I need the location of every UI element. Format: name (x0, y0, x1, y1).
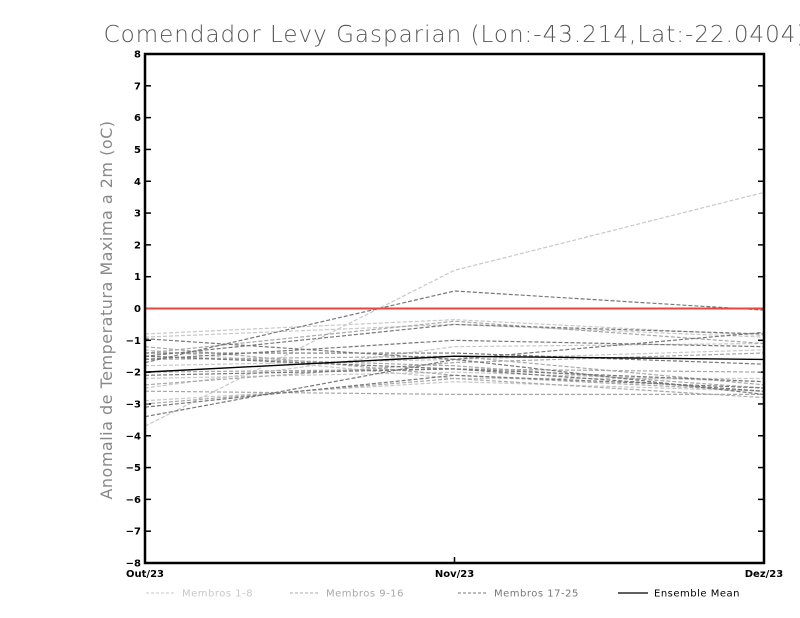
member-line-12 (144, 390, 764, 395)
member-line-14 (144, 352, 765, 386)
plot-frame (143, 52, 766, 565)
member-line-24 (144, 374, 765, 408)
legend-label-1: Membros 1-8 (182, 589, 253, 600)
y-tick-label: −7 (126, 527, 141, 538)
y-tick-label: 5 (134, 145, 141, 156)
legend-label-2: Membros 9-16 (326, 589, 404, 600)
member-line-19 (144, 331, 765, 418)
y-tick-label: −4 (126, 431, 141, 442)
y-tick-label: −1 (126, 336, 141, 347)
member-line-11 (144, 346, 765, 392)
member-line-8 (144, 323, 765, 338)
member-line-15 (144, 355, 765, 389)
x-tick-label: Dez/23 (745, 569, 784, 580)
member-line-25 (144, 339, 765, 360)
y-tick-label: 8 (134, 50, 141, 61)
y-tick-label: −6 (126, 495, 141, 506)
y-tick-label: 6 (134, 113, 141, 124)
member-line-20 (144, 338, 765, 395)
member-line-3 (144, 381, 765, 402)
y-axis-label: Anomalia de Temperatura Maxima a 2m (oC) (97, 120, 116, 499)
member-line-9 (144, 320, 765, 354)
x-tick-label: Nov/23 (435, 569, 474, 580)
y-tick-label: 7 (134, 81, 141, 92)
ensemble-mean-line (144, 355, 765, 373)
legend-label-4: Ensemble Mean (654, 589, 740, 600)
y-tick-label: −3 (126, 399, 141, 410)
y-tick-label: 1 (134, 272, 141, 283)
y-tick-label: −8 (126, 559, 141, 570)
y-tick-label: 2 (134, 240, 141, 251)
chart-title: Comendador Levy Gasparian (Lon:-43.214,L… (104, 22, 800, 48)
y-tick-label: 4 (134, 177, 141, 188)
series-layer (144, 191, 765, 427)
x-axis-ticks: Out/23 Nov/23 Dez/23 (126, 557, 783, 580)
y-tick-label: 0 (134, 304, 141, 315)
x-tick-label: Out/23 (126, 569, 164, 580)
member-line-16 (144, 377, 765, 405)
y-tick-label: 3 (134, 209, 141, 220)
member-line-7 (144, 371, 765, 383)
legend: Membros 1-8 Membros 9-16 Membros 17-25 Ense… (146, 589, 740, 600)
y-tick-label: −2 (126, 368, 141, 379)
legend-label-3: Membros 17-25 (494, 589, 579, 600)
member-line-17 (144, 290, 765, 364)
y-tick-label: −5 (126, 463, 141, 474)
